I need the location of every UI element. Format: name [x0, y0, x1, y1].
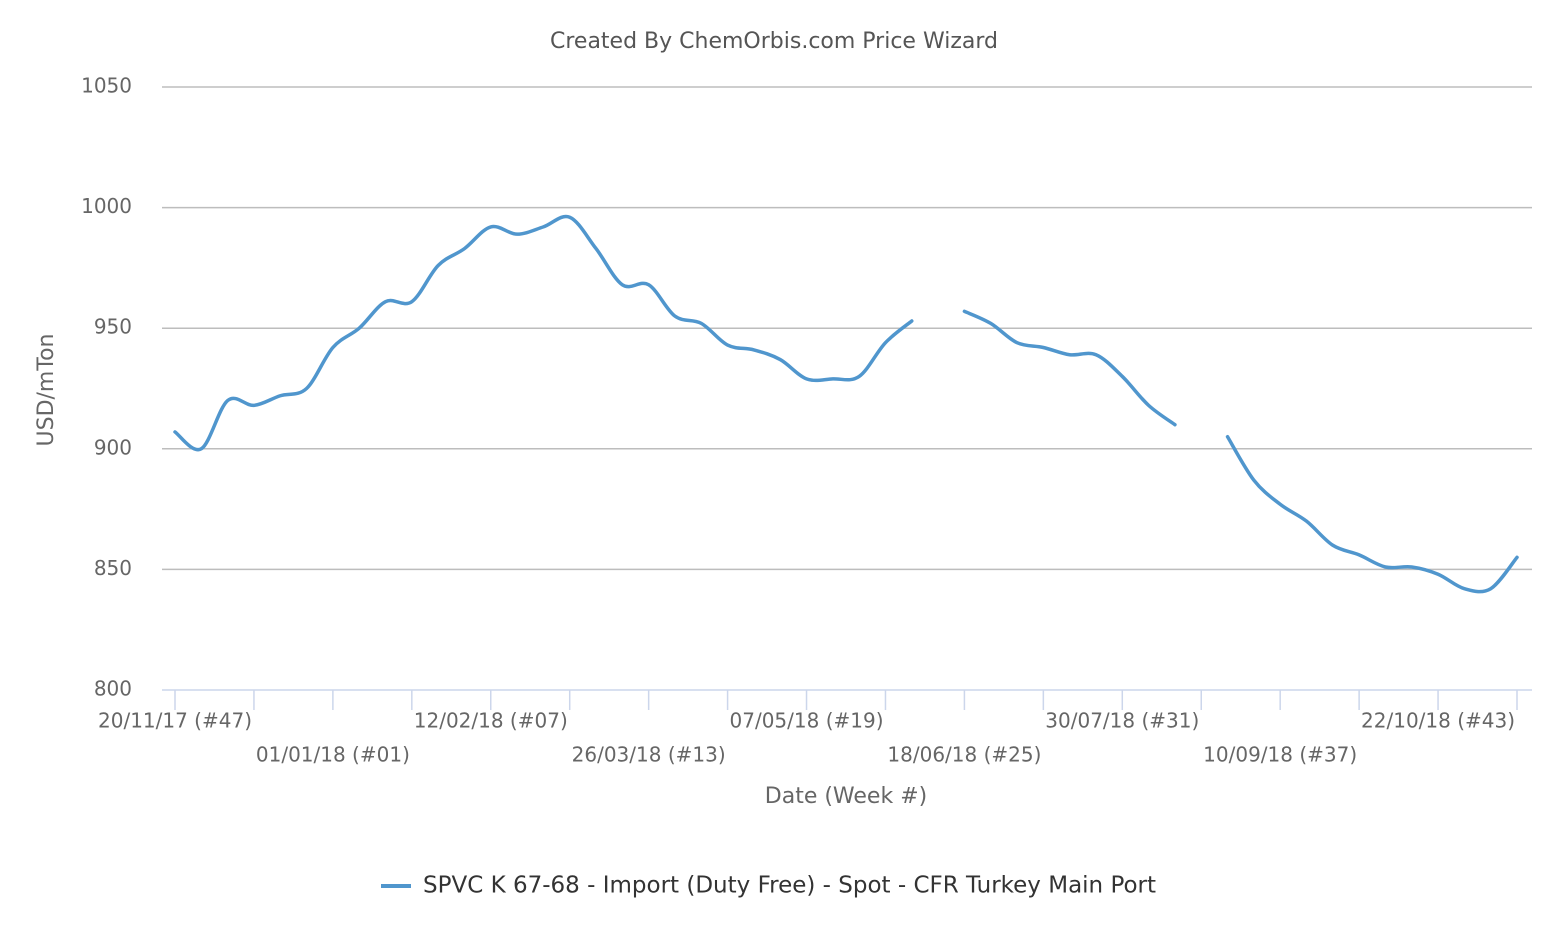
- x-tick-label: 12/02/18 (#07): [414, 709, 568, 733]
- x-tick-label: 22/10/18 (#43): [1361, 709, 1515, 733]
- y-axis-title: USD/mTon: [34, 334, 59, 447]
- x-tick-label: 30/07/18 (#31): [1045, 709, 1199, 733]
- y-tick-label: 1000: [81, 194, 132, 218]
- line-series: [173, 214, 1519, 594]
- x-tick-label: 07/05/18 (#19): [730, 709, 884, 733]
- legend-label: SPVC K 67-68 - Import (Duty Free) - Spot…: [423, 873, 1156, 899]
- y-tick-label: 950: [94, 315, 132, 339]
- y-tick-label: 800: [94, 677, 132, 701]
- y-tick-label: 1050: [81, 74, 132, 98]
- x-tick-label: 20/11/17 (#47): [98, 709, 252, 733]
- chart-title: Created By ChemOrbis.com Price Wizard: [550, 29, 998, 54]
- x-tick-label: 10/09/18 (#37): [1203, 743, 1357, 767]
- x-tick-label: 01/01/18 (#01): [256, 743, 410, 767]
- y-tick-label: 900: [94, 435, 132, 459]
- x-axis-title: Date (Week #): [765, 784, 927, 809]
- x-tick-label: 26/03/18 (#13): [572, 743, 726, 767]
- x-tick-label: 18/06/18 (#25): [887, 743, 1041, 767]
- y-tick-label: 850: [94, 556, 132, 580]
